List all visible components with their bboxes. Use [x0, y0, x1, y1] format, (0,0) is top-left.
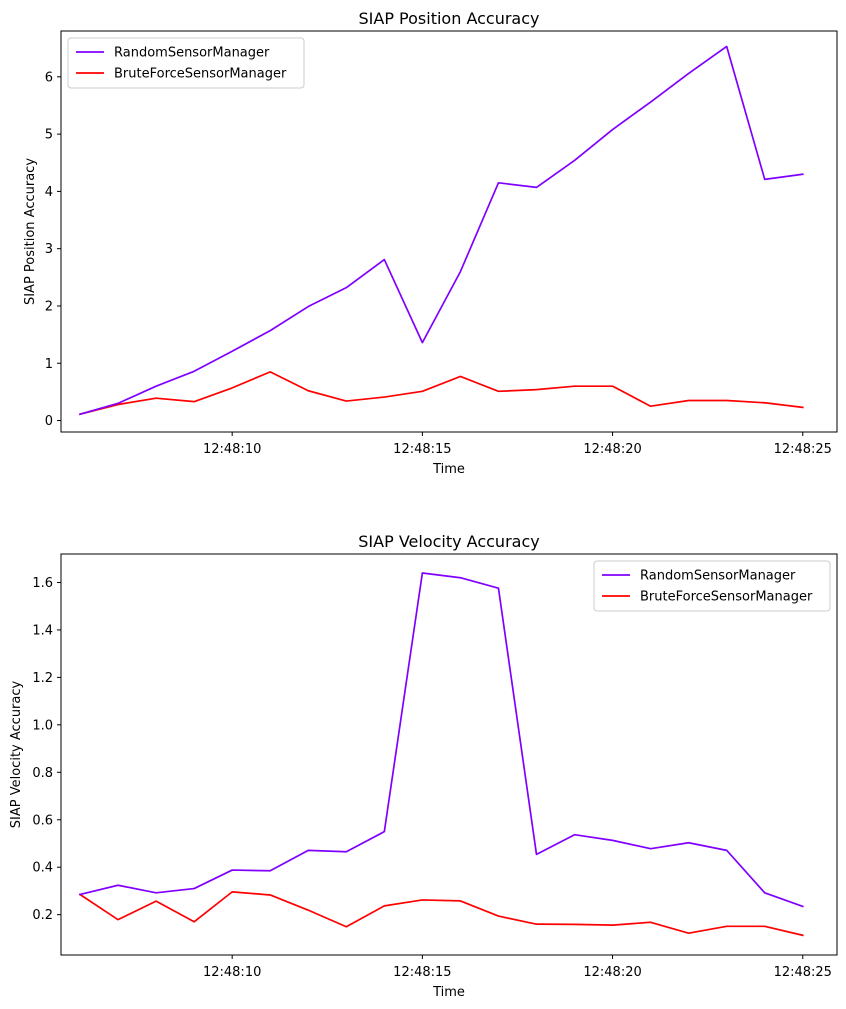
x-axis-label: Time — [432, 462, 465, 477]
velocity-accuracy-chart: SIAP Velocity Accuracy Time SIAP Velocit… — [9, 532, 838, 1000]
series-line-bruteforcesensormanager — [78, 891, 804, 937]
y-tick-label: 1.4 — [32, 623, 53, 638]
y-tick-label: 0.4 — [32, 861, 53, 876]
y-axis-label: SIAP Position Accuracy — [23, 158, 38, 305]
legend-box — [593, 560, 831, 612]
chart-title: SIAP Velocity Accuracy — [358, 532, 539, 551]
y-tick-label: 0.8 — [32, 766, 53, 781]
x-tick-label: 12:48:15 — [393, 965, 451, 980]
y-tick-label: 1.0 — [32, 718, 53, 733]
y-tick-label: 0.2 — [32, 908, 53, 923]
x-axis-label: Time — [432, 985, 465, 1000]
x-tick-label: 12:48:10 — [203, 442, 261, 457]
y-tick-label: 5 — [45, 128, 53, 143]
y-tick-label: 1.6 — [32, 576, 53, 591]
series-line-randomsensormanager — [78, 45, 804, 416]
series-line-randomsensormanager — [78, 572, 804, 908]
y-tick-label: 0 — [45, 414, 53, 429]
x-tick-label: 12:48:20 — [583, 442, 641, 457]
legend-entry-label: RandomSensorManager — [640, 569, 796, 584]
y-tick-label: 3 — [45, 242, 53, 257]
y-tick-label: 0.6 — [32, 813, 53, 828]
legend-entry-label: BruteForceSensorManager — [114, 67, 287, 82]
y-tick-label: 1.2 — [32, 671, 53, 686]
legend-box — [67, 37, 305, 89]
legend: RandomSensorManager BruteForceSensorMana… — [593, 560, 831, 612]
chart-title: SIAP Position Accuracy — [359, 9, 540, 28]
x-tick-label: 12:48:15 — [393, 442, 451, 457]
y-tick-label: 4 — [45, 185, 53, 200]
y-tick-label: 2 — [45, 299, 53, 314]
series-line-bruteforcesensormanager — [78, 371, 804, 416]
plot-frame — [60, 553, 838, 956]
legend-entry-label: RandomSensorManager — [114, 46, 270, 61]
y-axis-label: SIAP Velocity Accuracy — [9, 680, 24, 828]
x-tick-label: 12:48:25 — [774, 442, 832, 457]
legend: RandomSensorManager BruteForceSensorMana… — [67, 37, 305, 89]
y-tick-label: 1 — [45, 357, 53, 372]
position-accuracy-chart: SIAP Position Accuracy Time SIAP Positio… — [23, 9, 838, 477]
x-tick-label: 12:48:25 — [774, 965, 832, 980]
legend-entry-label: BruteForceSensorManager — [640, 590, 813, 605]
x-tick-label: 12:48:10 — [203, 965, 261, 980]
y-tick-label: 6 — [45, 70, 53, 85]
x-tick-label: 12:48:20 — [583, 965, 641, 980]
plot-frame — [60, 30, 838, 433]
